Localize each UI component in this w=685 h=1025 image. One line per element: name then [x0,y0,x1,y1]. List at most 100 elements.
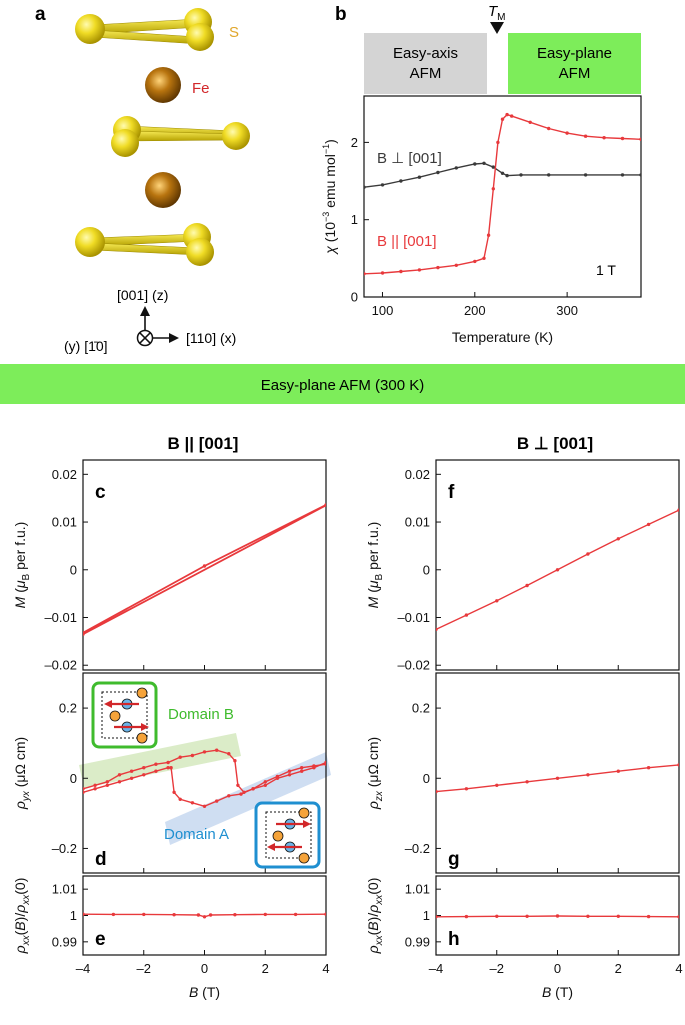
chart-c-series-0-line [83,504,326,635]
chart-c-y-tick-label: –0.01 [44,610,77,625]
chart-b-x-tick-label: 100 [372,303,394,318]
fe-spin-icon [109,710,121,722]
chart-b-series-0-point [417,175,422,179]
chart-h-x-tick-label: –4 [429,961,443,976]
chart-d-series-0-point [166,760,170,765]
chart-b-series-0-point [454,166,458,170]
chart-b-series-0-point [380,183,385,187]
fe-label: Fe [192,80,210,97]
chart-g-series-0-point [616,769,620,773]
chart-b-series-1-point [364,272,366,276]
chart-h-y-axis-label: ρxx(B)/ρxx(0) [365,878,385,955]
s-label: S [229,24,239,41]
chart-e-y-tick-label: 1 [70,908,77,923]
chart-f-series-0-point [616,537,620,541]
iron-atom [145,67,181,103]
sulfur-atom [186,23,214,51]
sulfur-layer-bottom [75,223,214,266]
spin-left-arrow-icon [104,700,112,708]
chart-e-series-0-point [202,915,207,919]
chart-g-y-tick-label: 0 [423,771,430,786]
panel-letter-f: f [448,482,455,503]
spin-left-arrow-icon [267,843,275,851]
easy-axis-afm-label-1: Easy-axis [393,45,458,62]
chart-f-y-tick-label: 0.01 [405,515,430,530]
chart-d-series-0-point [83,787,85,791]
chart-d-series-0-point [236,783,240,787]
chart-d-series-1-point [142,773,146,777]
chart-h-x-tick-label: –2 [490,961,504,976]
axis-y-label: (y) [1̄0] [64,338,108,354]
domain-b-label: Domain B [168,706,234,723]
chart-e-x-tick-label: 0 [201,961,208,976]
chart-b-series-0-line [364,162,641,188]
easy-plane-afm-label-2: AFM [559,65,591,82]
right-column-title: B ⊥ [001] [517,434,593,453]
chart-d-y-axis-label: ρyx (μΩ cm) [12,737,32,810]
chart-b-series-1-point [496,140,500,145]
sulfur-atom [222,122,250,150]
transition-marker: TM [488,3,506,34]
chart-d-y-tick-label: 0.2 [59,701,77,716]
chart-d-series-0-point [93,783,97,787]
chart-b-frame [363,95,642,298]
panel-a-crystal-structure: a S Fe [001] (z) [35,4,250,354]
chart-d-series-0-point [215,748,219,752]
chart-d-series-1-point [263,780,267,784]
chart-b-series-0-point [500,171,505,175]
chart-b-series-1-point [380,271,385,275]
panel-letter-g: g [448,849,460,870]
chart-e-series-0-point [196,913,201,917]
chart-d-series-0-point [178,755,182,759]
domain-b-inset [91,681,158,749]
fe-spin-icon [136,687,148,699]
chart-g-y-tick-label: –0.2 [405,841,430,856]
chart-h-series-0-point [677,915,679,919]
easy-axis-afm-box [364,33,487,94]
chart-f-series-0-point [646,522,651,527]
panel-letter-b: b [335,4,347,25]
chart-g-frame [435,672,680,874]
chart-c-series-1-point [83,631,85,635]
banner-text: Easy-plane AFM (300 K) [261,377,424,394]
chart-d-series-1-point [202,804,207,808]
chart-c-y-tick-label: 0.02 [52,467,77,482]
axis-z-label: [001] (z) [117,287,168,303]
chart-d-series-0-point [117,773,122,777]
chart-b-series-0-point [519,173,523,177]
chart-g-series-0-point [555,776,560,780]
sulfur-atom [111,129,139,157]
chart-e-series-0-point [263,912,267,917]
chart-f-series-0-point [555,568,560,572]
chart-b-series-1-point [547,126,551,131]
chart-h: 0.99 1 1.01 –4 –2 0 2 4 B (T) ρxx(B)/ρxx(0) h [365,875,683,1000]
chart-c: –0.02 –0.01 0 0.01 0.02 M (μB per f.u.) c [12,459,327,673]
chart-d-series-0-point [233,759,237,763]
tm-label: TM [488,3,506,23]
chart-g-series-0-point [436,789,438,794]
chart-d-series-1-point [190,801,195,805]
chart-d-series-1-point [300,766,304,770]
chart-e-x-tick-label: 2 [262,961,269,976]
sulfur-atom [75,227,105,257]
panel-letter-e: e [95,929,106,950]
chart-b-x-tick-label: 300 [556,303,578,318]
chart-b-series-0-point [436,170,440,175]
chart-d-series-1-point [324,762,326,766]
panel-letter-c: c [95,482,106,503]
chart-f-series-0-point [677,508,679,512]
domain-a-label: Domain A [164,826,229,843]
chart-b-series-1-point [510,114,514,118]
chart-d-series-1-point [287,769,292,773]
chart-b-x-axis-label: Temperature (K) [452,329,553,345]
chart-f-y-axis-label: M (μB per f.u.) [365,522,385,609]
chart-d-series-0-point [105,780,110,784]
chart-d-series-1-point [227,794,231,798]
chart-f-y-tick-label: 0 [423,562,430,577]
chart-d-series-1-point [117,780,122,784]
chart-b-series-0-point [620,173,625,177]
chart-e-series-0-point [293,912,298,917]
chart-b-series-0-point [639,173,641,177]
chart-d-series-1-point [154,769,158,773]
